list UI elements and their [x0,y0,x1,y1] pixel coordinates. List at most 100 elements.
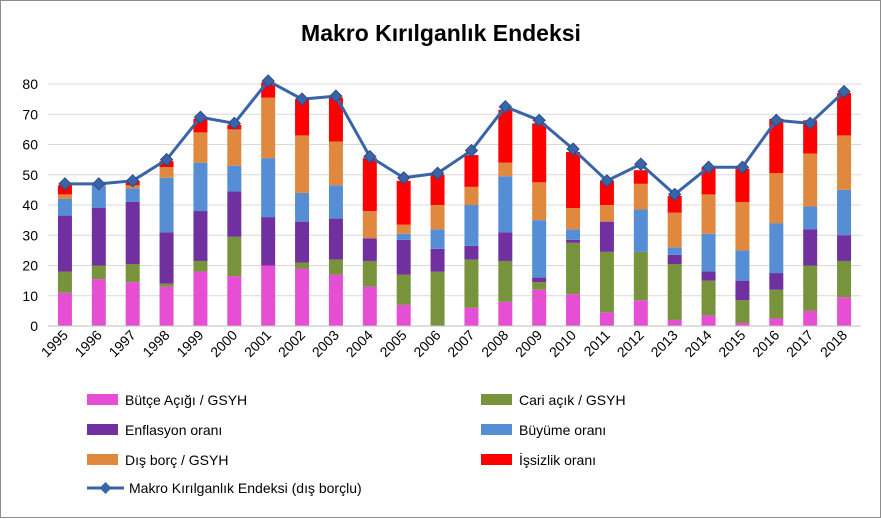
x-tick-label: 2000 [207,327,240,360]
bar-segment [498,301,513,326]
bar-segment [566,229,581,240]
bar-segment [295,135,310,193]
legend-line-marker [99,482,112,494]
bar-segment [667,212,682,248]
legend-label: Bütçe Açığı / GSYH [125,392,247,408]
bar-segment [328,97,343,142]
index-marker [159,152,174,167]
legend-swatch [87,424,118,435]
index-marker [701,160,716,174]
bar-segment [837,189,852,236]
x-tick-label: 1995 [38,327,71,360]
bar-segment [633,300,648,326]
bar-segment [769,173,784,224]
bar-segment [328,141,343,186]
bar-segment [91,265,106,280]
index-marker [92,177,106,191]
gridlines [48,83,861,297]
bar-segment [566,152,581,209]
bar-segment [193,162,208,212]
bar-segment [430,205,445,230]
bar-segment [735,168,750,202]
x-tick-label: 2008 [478,327,511,360]
bar-segment [125,282,140,326]
bar-segment [532,277,547,283]
chart-title: Makro Kırılganlık Endeksi [301,20,581,46]
x-tick-label: 2016 [749,327,782,360]
bar-segment [193,260,208,272]
bar-segment [362,158,377,212]
bar-segment [57,198,72,216]
bar-segment [599,251,614,313]
bar-segment [599,221,614,252]
bar-segment [735,322,750,326]
bar-segment [735,250,750,281]
x-tick-label: 2004 [343,327,376,360]
bar-segment [430,248,445,272]
index-marker [769,113,784,128]
index-marker [667,187,682,202]
y-tick-label: 20 [22,258,38,274]
index-marker [837,84,851,99]
bar-segment [295,99,310,136]
bar-segment [328,185,343,219]
bar-segment [295,192,310,222]
index-marker [193,110,208,124]
bar-segment [566,294,581,326]
bar-segment [667,254,682,264]
x-axis-ticks: 1995 1996 1997 1998 1999 2000 2001 2002 2003 2004… [38,327,851,360]
bar-segment [769,318,784,326]
bar-segment [430,271,445,326]
bar-segment [701,194,716,234]
y-tick-label: 0 [30,318,38,334]
bar-segment [633,183,648,210]
bar-segment [193,211,208,261]
legend-swatch [87,394,118,405]
bar-segment [91,208,106,266]
bar-segment [735,300,750,323]
y-tick-label: 40 [22,197,38,213]
bar-segment [430,229,445,249]
bar-segment [599,205,614,222]
bar-segment [498,176,513,233]
bar-segment [464,307,479,326]
index-marker [803,116,817,131]
bar-segment [328,259,343,275]
bar-segment [159,167,174,178]
bar-segment [701,167,716,195]
bar-segment [261,265,276,326]
bar-segment [464,245,479,260]
bar-segment [667,247,682,255]
index-marker [498,99,513,114]
index-marker [735,160,750,174]
bar-segment [328,218,343,260]
legend-swatch [87,454,118,465]
y-axis-ticks: 0 10 20 30 40 50 60 70 80 [22,76,38,334]
bars [57,82,852,326]
index-marker [430,166,445,180]
legend-label: Cari açık / GSYH [519,392,626,408]
y-tick-label: 50 [22,167,38,183]
x-tick-label: 2009 [512,327,545,360]
y-tick-label: 60 [22,137,38,153]
bar-segment [57,271,72,293]
legend-swatch [481,424,512,435]
bar-segment [328,274,343,326]
bar-segment [633,170,648,184]
x-tick-label: 2007 [444,327,477,360]
bar-segment [498,232,513,261]
bar-segment [295,221,310,263]
bar-segment [667,195,682,213]
bar-segment [837,93,852,136]
bar-segment [803,310,818,326]
index-line-path [64,79,846,196]
x-tick-label: 2002 [275,327,308,360]
index-marker [396,171,411,185]
x-tick-label: 2014 [681,327,714,360]
bar-segment [261,217,276,266]
bar-segment [701,280,716,316]
bar-segment [227,191,242,237]
index-marker [261,74,275,88]
